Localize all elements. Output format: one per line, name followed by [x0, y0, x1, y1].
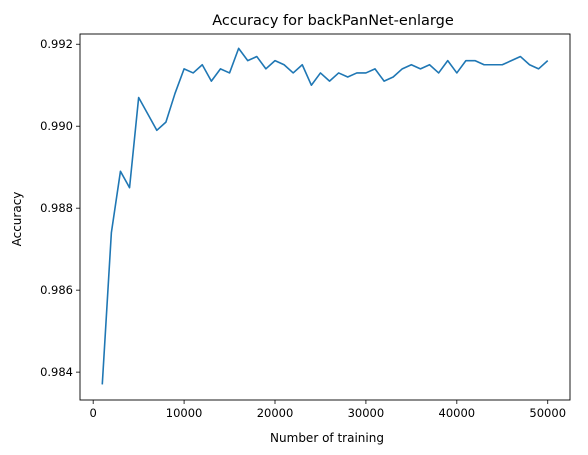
y-axis-label: Accuracy [10, 192, 24, 247]
x-tick-label: 10000 [166, 406, 203, 420]
y-tick-label: 0.986 [40, 283, 73, 297]
x-tick-label: 30000 [348, 406, 385, 420]
y-tick-label: 0.984 [40, 365, 73, 379]
plot-area-frame [79, 33, 571, 401]
accuracy-series-line [101, 47, 549, 385]
chart-title: Accuracy for backPanNet-enlarge [212, 13, 454, 29]
y-tick-label: 0.992 [40, 37, 73, 51]
axis-ticks: 0 10000 20000 30000 40000 50000 0.984 0.986 0.98… [40, 37, 566, 420]
y-tick-label: 0.990 [40, 119, 73, 133]
y-tick-label: 0.988 [40, 201, 73, 215]
x-tick-label: 20000 [257, 406, 294, 420]
x-tick-label: 0 [90, 406, 97, 420]
x-tick-label: 50000 [529, 406, 566, 420]
x-tick-label: 40000 [439, 406, 476, 420]
x-axis-label: Number of training [270, 431, 384, 445]
